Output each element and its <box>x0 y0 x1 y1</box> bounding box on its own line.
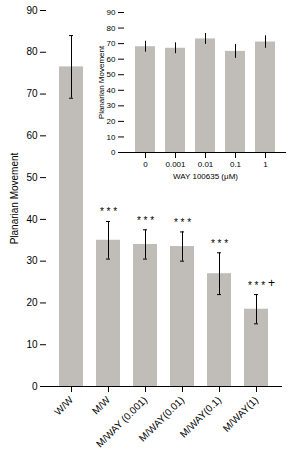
svg-text:M/WAY (0.001): M/WAY (0.001) <box>94 394 150 450</box>
svg-text:0: 0 <box>32 381 38 392</box>
svg-text:* * *: * * * <box>211 238 228 249</box>
svg-text:* * *: * * * <box>174 217 191 228</box>
svg-text:* * *: * * * <box>137 215 154 226</box>
svg-text:70: 70 <box>107 39 116 48</box>
svg-text:0.01: 0.01 <box>198 160 214 169</box>
svg-text:50: 50 <box>26 172 38 183</box>
svg-text:Planarian Movement: Planarian Movement <box>97 45 106 119</box>
svg-text:20: 20 <box>107 117 116 126</box>
svg-text:* * *: * * * <box>248 280 265 291</box>
svg-text:80: 80 <box>26 46 38 57</box>
svg-text:30: 30 <box>26 255 38 266</box>
svg-text:M/WAY(0.01): M/WAY(0.01) <box>137 394 186 443</box>
svg-text:* * *: * * * <box>100 206 117 217</box>
svg-text:M/W: M/W <box>90 394 113 417</box>
svg-text:60: 60 <box>26 130 38 141</box>
svg-text:70: 70 <box>26 88 38 99</box>
svg-text:0: 0 <box>111 148 116 157</box>
svg-text:0.001: 0.001 <box>165 160 186 169</box>
svg-text:Planarian Movement: Planarian Movement <box>9 152 20 244</box>
svg-text:30: 30 <box>107 101 116 110</box>
svg-text:40: 40 <box>26 214 38 225</box>
svg-text:40: 40 <box>107 86 116 95</box>
svg-text:0: 0 <box>143 160 148 169</box>
svg-text:WAY 100635 (μM): WAY 100635 (μM) <box>173 172 238 181</box>
svg-text:20: 20 <box>26 297 38 308</box>
svg-text:1: 1 <box>263 160 268 169</box>
svg-text:60: 60 <box>107 55 116 64</box>
svg-text:10: 10 <box>107 133 116 142</box>
svg-text:90: 90 <box>26 5 38 16</box>
svg-text:M/WAY(1): M/WAY(1) <box>221 394 261 434</box>
svg-text:90: 90 <box>107 8 116 17</box>
svg-text:+: + <box>268 276 275 290</box>
svg-text:50: 50 <box>107 70 116 79</box>
svg-text:10: 10 <box>26 339 38 350</box>
svg-text:M/WAY(0.1): M/WAY(0.1) <box>178 394 223 439</box>
svg-text:0.1: 0.1 <box>230 160 242 169</box>
svg-text:80: 80 <box>107 24 116 33</box>
svg-text:W/W: W/W <box>52 394 75 417</box>
